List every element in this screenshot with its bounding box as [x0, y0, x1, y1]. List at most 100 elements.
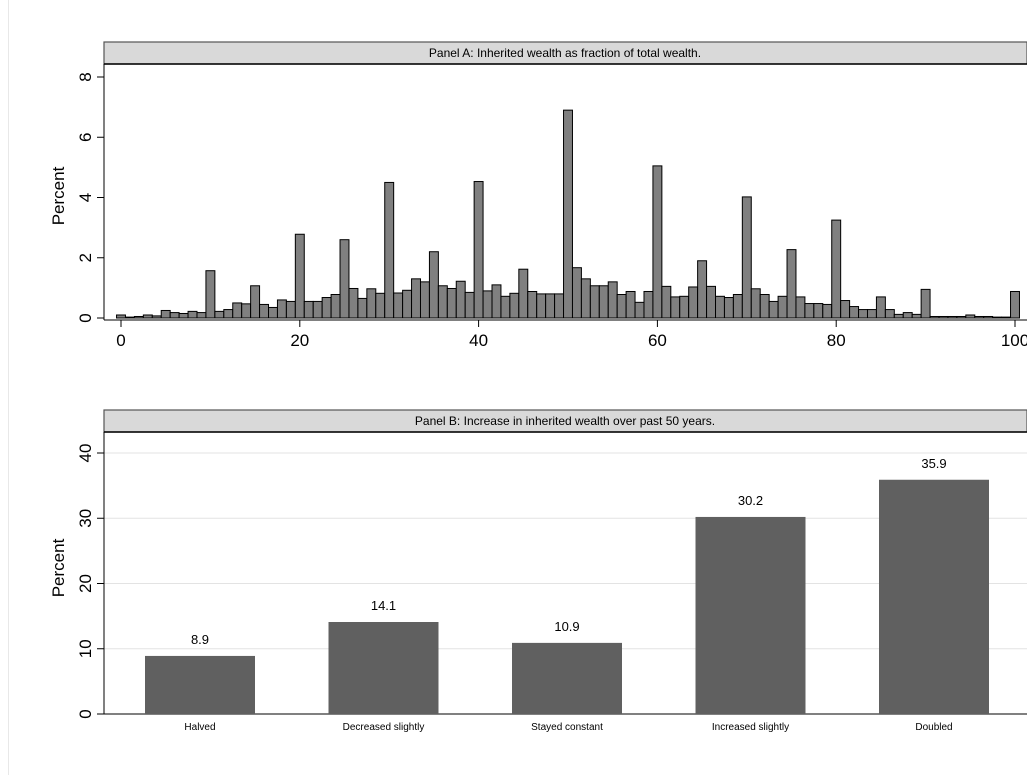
- panel-b-y-tick-label: 30: [76, 509, 95, 528]
- panel-a-bar: [160, 309, 171, 319]
- panel-a-bar: [741, 196, 752, 319]
- panel-a-bar: [974, 315, 985, 319]
- panel-b-y-axis-title: Percent: [49, 538, 68, 597]
- panel-a-bar: [956, 315, 967, 319]
- panel-a-y-tick-label: 4: [76, 193, 95, 202]
- panel-a-bar: [822, 303, 833, 319]
- panel-a-x-tick-label: 20: [290, 331, 309, 350]
- panel-a-bar: [983, 315, 994, 319]
- panel-a-bar: [652, 165, 663, 319]
- panel-a-x-tick-label: 100: [1001, 331, 1027, 350]
- panel-a-bar: [178, 312, 189, 319]
- panel-a-bar: [428, 251, 439, 319]
- panel-a-bar: [884, 309, 895, 319]
- panel-a-bar: [133, 315, 144, 319]
- panel-a-bar: [348, 287, 359, 319]
- panel-b-bar: [512, 642, 622, 714]
- panel-a-bar: [169, 312, 180, 319]
- panel-a-bar: [250, 285, 261, 319]
- panel-a-bar: [455, 280, 466, 319]
- panel-a-bar: [732, 294, 743, 319]
- panel-a-title: Panel A: Inherited wealth as fraction of…: [429, 46, 701, 60]
- panel-a-bar: [402, 289, 413, 319]
- panel-a-bar: [196, 312, 207, 319]
- panel-a-bar: [411, 278, 421, 319]
- panel-a-bar: [697, 260, 708, 319]
- panel-a-x-tick-label: 60: [648, 331, 667, 350]
- panel-a-bar: [920, 288, 931, 319]
- panel-a-bar: [750, 288, 761, 319]
- panel-a-bar: [616, 294, 627, 319]
- panel-a-bar: [303, 300, 314, 319]
- panel-a-bar: [268, 306, 278, 319]
- panel-a-bar: [831, 219, 842, 319]
- panel-b-value-label: 14.1: [371, 598, 396, 613]
- panel-a-bar: [938, 315, 949, 319]
- panel-b-bar: [879, 479, 989, 714]
- panel-a-bar: [795, 296, 806, 319]
- panel-a-bar: [214, 310, 225, 319]
- panel-a-bar: [473, 181, 484, 319]
- panel-b-bars: 8.9 Halved 14.1 Decreased slightly 10.9 Staye…: [145, 456, 989, 733]
- panel-a-bar: [464, 291, 475, 319]
- panel-b-value-label: 30.2: [738, 493, 763, 508]
- panel-a-bar: [840, 300, 851, 319]
- panel-a-x-tick-label: 0: [116, 331, 125, 350]
- panel-a-bar: [661, 285, 672, 319]
- panel-a-bar: [294, 233, 305, 319]
- panel-a-bar: [965, 314, 976, 319]
- panel-b-bar: [695, 516, 806, 714]
- panel-a-bar: [1010, 290, 1020, 319]
- panel-a-bar: [777, 295, 788, 319]
- panel-b-y-tick-label: 40: [76, 444, 95, 463]
- panel-b-y-tick-label: 10: [76, 639, 95, 658]
- panel-a-bar: [437, 285, 448, 319]
- panel-a-bar: [625, 290, 636, 319]
- panel-a-bar: [589, 285, 600, 319]
- panel-a-bar: [482, 290, 493, 319]
- panel-b-value-label: 10.9: [554, 619, 579, 634]
- panel-a-bar: [259, 303, 270, 319]
- panel-a-y-tick-label: 2: [76, 253, 95, 262]
- panel-a-y-axis-title: Percent: [49, 166, 68, 225]
- panel-b-y-tick-label: 20: [76, 574, 95, 593]
- panel-a-bar: [1001, 316, 1012, 319]
- panel-a-bar: [446, 287, 457, 319]
- panel-a-bar: [232, 302, 243, 319]
- panel-a-bar: [580, 278, 591, 319]
- panel-a-bar: [276, 299, 287, 319]
- panel-a-bar: [339, 239, 350, 319]
- panel-a-bar: [607, 281, 618, 319]
- panel-a-bar: [384, 181, 395, 319]
- panel-a-bar: [858, 309, 868, 319]
- panel-a-y-tick-label: 6: [76, 133, 95, 142]
- panel-b: Panel B: Increase in inherited wealth ov…: [49, 409, 1027, 733]
- panel-a-y-tick-label: 0: [76, 313, 95, 322]
- page-edge-rule: [8, 0, 9, 775]
- panel-b-bar: [328, 622, 439, 714]
- panel-a-bar: [241, 303, 252, 319]
- panel-a-bar: [527, 290, 538, 319]
- panel-a-bar: [813, 303, 824, 319]
- panel-a-bar: [285, 300, 296, 319]
- panel-a-bar: [187, 310, 198, 319]
- panel-a-bar: [536, 293, 547, 319]
- panel-a-y-ticks: 0 2 4 6 8: [76, 72, 104, 323]
- panel-a-bar: [491, 284, 502, 319]
- panel-a-bar: [893, 313, 904, 319]
- panel-b-category-label: Doubled: [915, 722, 952, 733]
- panel-a-bar: [947, 315, 958, 319]
- panel-a-bar: [902, 312, 913, 319]
- panel-a-x-tick-label: 80: [827, 331, 846, 350]
- panel-a-bar: [563, 109, 573, 319]
- panel-a-bar: [321, 297, 332, 319]
- panel-a-bar: [875, 296, 886, 319]
- panel-a-bar: [545, 293, 556, 319]
- panel-b-category-label: Stayed constant: [531, 722, 603, 733]
- panel-b-category-label: Halved: [184, 722, 215, 733]
- panel-b-title: Panel B: Increase in inherited wealth ov…: [415, 414, 715, 428]
- panel-a-bar: [116, 314, 126, 319]
- panel-a-bar: [509, 292, 520, 319]
